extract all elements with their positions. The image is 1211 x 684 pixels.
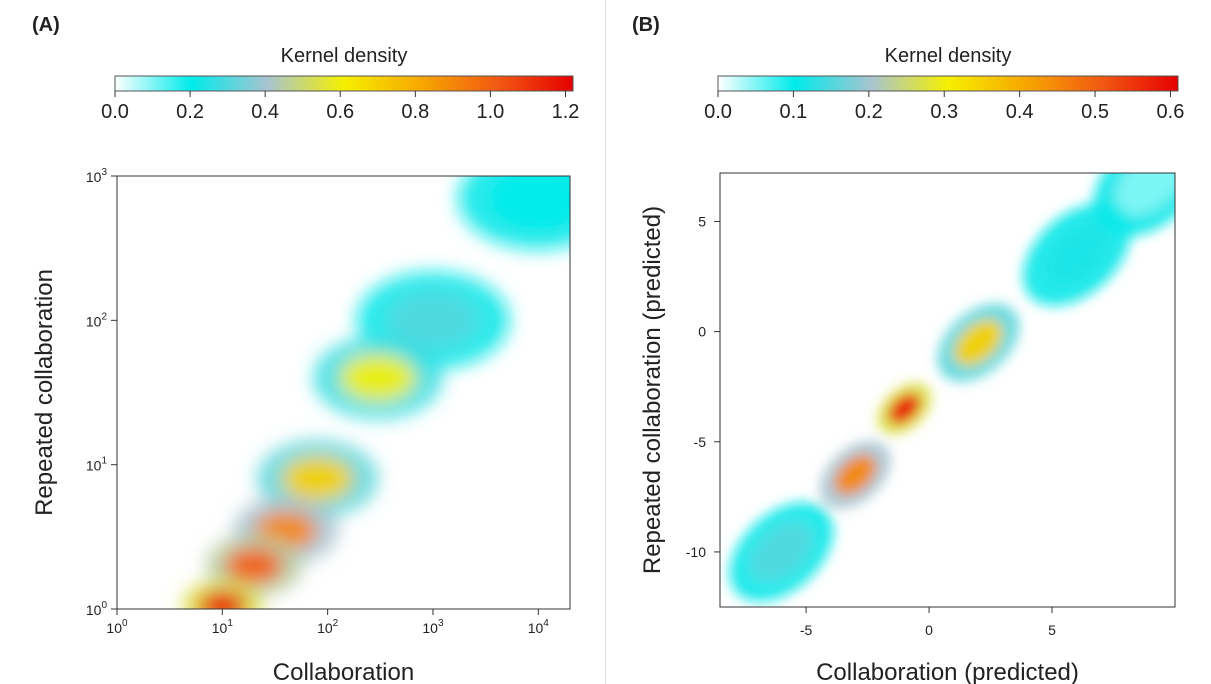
x-tick-exponent: 2 — [333, 618, 339, 629]
colorbar-tick-label: 0.0 — [704, 101, 732, 123]
x-tick-label: 102 — [317, 618, 339, 636]
x-axis-title: Collaboration — [273, 659, 414, 684]
density-core — [388, 292, 478, 349]
colorbar-tick-label: 0.8 — [401, 101, 429, 123]
density-core — [225, 547, 283, 584]
x-tick-exponent: 4 — [543, 618, 549, 629]
x-axis-title: Collaboration (predicted) — [816, 659, 1079, 684]
panel-divider — [605, 0, 606, 684]
colorbar-tick-label: 1.2 — [552, 101, 580, 123]
density-core — [1045, 224, 1109, 285]
y-tick-label: -10 — [686, 544, 706, 560]
y-tick-exponent: 2 — [101, 311, 107, 322]
x-tick-label: 0 — [925, 622, 933, 638]
colorbar-tick-label: 1.0 — [477, 101, 505, 123]
x-tick-exponent: 1 — [227, 618, 233, 629]
colorbar-tick-label: 0.5 — [1081, 101, 1109, 123]
plot-frame — [116, 175, 571, 610]
chart-b: Kernel density 0.0 0.1 0.2 0.3 0.4 0.5 0.6 -5 0 5 5… — [639, 45, 1185, 684]
x-tick-base: 10 — [106, 620, 122, 636]
density-core — [1116, 173, 1175, 214]
colorbar-tick-label: 0.2 — [855, 101, 883, 123]
density-blobs — [729, 173, 1175, 602]
density-core — [490, 176, 570, 228]
x-tick-label: 103 — [422, 618, 444, 636]
y-tick-base: 10 — [86, 602, 102, 618]
x-tick-label: 101 — [212, 618, 234, 636]
y-tick-exponent: 3 — [101, 167, 107, 178]
colorbar-tick-label: 0.4 — [251, 101, 279, 123]
y-tick-exponent: 1 — [101, 456, 107, 467]
x-tick-base: 10 — [528, 620, 544, 636]
y-tick-label: 5 — [698, 213, 706, 229]
x-tick-label: 100 — [106, 618, 128, 636]
x-tick-exponent: 0 — [122, 618, 128, 629]
y-tick-label: 103 — [86, 167, 108, 185]
density-core — [954, 319, 1003, 366]
colorbar — [717, 75, 1179, 92]
colorbar-tick-label: 0.2 — [176, 101, 204, 123]
density-blobs — [181, 176, 570, 609]
y-tick-exponent: 0 — [101, 600, 107, 611]
density-layer — [181, 176, 570, 609]
colorbar-tick-label: 0.0 — [101, 101, 129, 123]
x-tick-base: 10 — [422, 620, 438, 636]
panel-label-b: (B) — [632, 14, 660, 36]
y-tick-label: 0 — [698, 324, 706, 340]
x-tick-base: 10 — [317, 620, 333, 636]
y-tick-label: 101 — [86, 456, 108, 474]
density-core — [281, 456, 354, 501]
density-core — [198, 591, 247, 609]
x-tick-base: 10 — [212, 620, 228, 636]
density-core — [339, 354, 416, 402]
x-tick-exponent: 3 — [438, 618, 444, 629]
x-tick-label: -5 — [800, 622, 813, 638]
density-layer — [729, 173, 1175, 602]
colorbar-tick-label: 0.1 — [780, 101, 808, 123]
colorbar-tick-label: 0.4 — [1006, 101, 1034, 123]
y-tick-base: 10 — [86, 169, 102, 185]
panel-label-a: (A) — [32, 14, 60, 36]
x-tick-label: 5 — [1048, 622, 1056, 638]
y-tick-label: 100 — [86, 600, 108, 618]
density-core — [751, 522, 812, 581]
y-axis-title: Repeated collaboration (predicted) — [639, 206, 666, 574]
y-axis-title: Repeated collaboration — [31, 269, 58, 516]
colorbar-tick-label: 0.3 — [930, 101, 958, 123]
density-core — [888, 393, 921, 424]
y-tick-label: 102 — [86, 311, 108, 329]
colorbar-label: Kernel density — [885, 45, 1012, 67]
x-tick-label: 104 — [528, 618, 550, 636]
colorbar — [114, 75, 574, 92]
colorbar-tick-label: 0.6 — [1157, 101, 1185, 123]
y-tick-base: 10 — [86, 313, 102, 329]
y-tick-label: -5 — [694, 434, 707, 450]
plot-frame — [719, 172, 1176, 608]
y-tick-base: 10 — [86, 458, 102, 474]
colorbar-label: Kernel density — [281, 45, 408, 67]
colorbar-tick-label: 0.6 — [326, 101, 354, 123]
density-core — [834, 455, 876, 495]
